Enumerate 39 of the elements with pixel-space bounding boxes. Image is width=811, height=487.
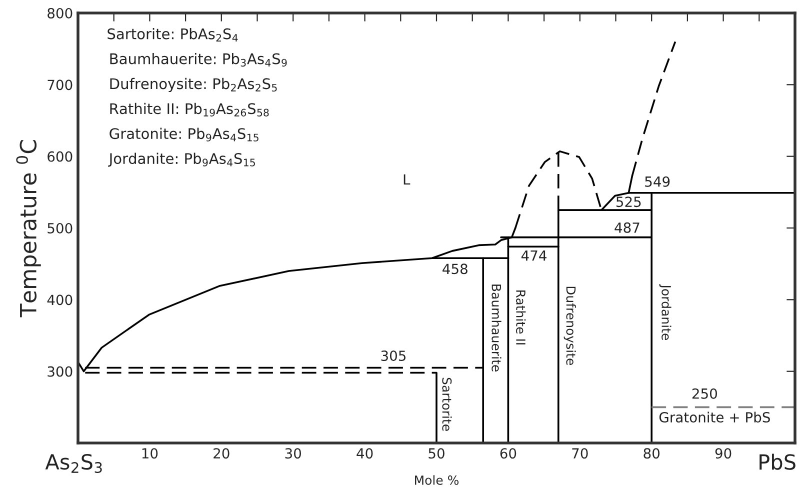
annotation: Dufrenoysite: Pb$_{2}$As$_{2}$S$_{5}$ (110, 78, 277, 92)
x-tick-label: 70 (572, 448, 588, 459)
y-axis-title: Temperature $^{0}$C (16, 140, 41, 318)
y-tick-label: 600 (48, 151, 72, 162)
y-tick-label: 300 (48, 366, 72, 377)
annotation: Sartorite: PbAs$_{2}$S$_{4}$ (108, 28, 238, 42)
annotation: Jordanite (659, 284, 672, 340)
annotation: 525 (616, 196, 641, 208)
annotation: Gratonite + PbS (659, 412, 770, 423)
annotation: Rathite II (516, 290, 526, 344)
text: PbS (760, 454, 796, 470)
annotation: Jordanite: Pb$_{9}$As$_{4}$S$_{15}$ (108, 152, 255, 167)
annotation: 305 (381, 350, 406, 362)
annotation: Rathite II: Pb$_{19}$As$_{26}$S$_{58}$ (110, 102, 269, 116)
x-tick-label: 60 (500, 448, 516, 459)
x-tick-label: 20 (214, 448, 230, 459)
annotation: 250 (692, 388, 717, 399)
y-tick-label: 700 (48, 80, 72, 90)
annotation: L (404, 174, 410, 185)
y-tick-label: 500 (48, 222, 72, 234)
annotation: 458 (442, 264, 468, 274)
text: As$_{2}$S$_{3}$ (45, 454, 102, 474)
annotation: 549 (645, 176, 670, 187)
x-tick-label: 40 (356, 448, 373, 459)
x-tick-label: 50 (428, 448, 444, 459)
y-tick-label: 400 (47, 294, 72, 306)
annotation: Baumhauerite (492, 284, 502, 372)
y-tick-label: 800 (48, 8, 72, 18)
annotation: 474 (521, 250, 546, 261)
x-tick-label: 80 (644, 448, 660, 459)
x-axis-title: Mole % (415, 475, 459, 485)
annotation: Gratonite: Pb$_{9}$As$_{4}$S$_{15}$ (110, 128, 258, 142)
x-tick-label: 90 (715, 448, 732, 459)
x-tick-label: 10 (142, 448, 158, 459)
annotation: Sartorite (442, 378, 452, 431)
x-tick-label: 30 (285, 448, 302, 459)
annotation: Dufrenoysite (564, 286, 576, 365)
annotation: 487 (614, 222, 640, 233)
annotation: Baumhauerite: Pb$_{3}$As$_{4}$S$_{9}$ (110, 52, 287, 67)
